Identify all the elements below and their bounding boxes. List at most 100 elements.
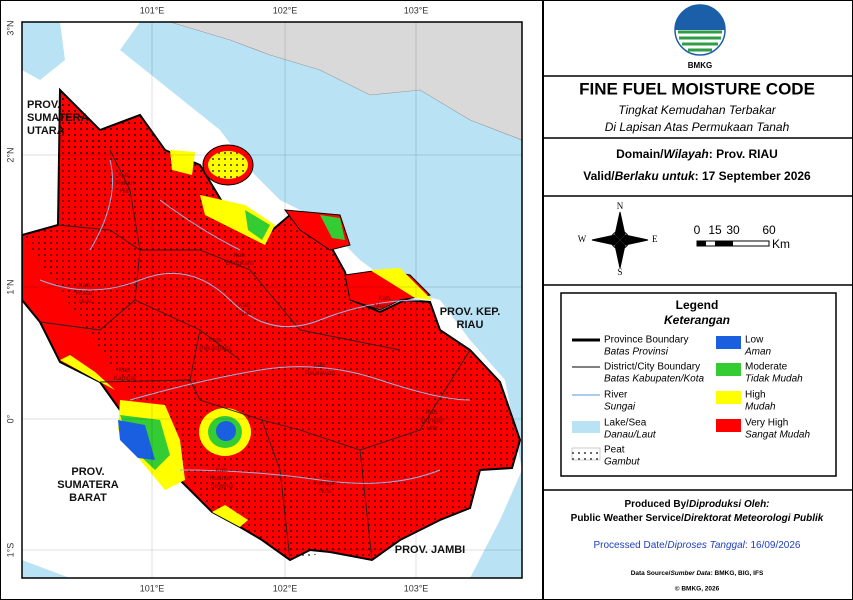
graticule bbox=[22, 22, 522, 578]
lat-label: 0° bbox=[5, 414, 15, 423]
district-label: Kab. Indragiri Hulu bbox=[313, 472, 336, 495]
lat-label: 3°N bbox=[5, 20, 15, 35]
legend-label: Very High bbox=[745, 418, 788, 429]
district-label-line: Hilir bbox=[119, 188, 131, 195]
legend-label: Peat bbox=[604, 445, 625, 456]
legend-box bbox=[560, 292, 837, 477]
province-label-line: SUMATERA bbox=[57, 479, 119, 491]
scale-tick: 60 bbox=[762, 223, 776, 237]
domain: Domain/Wilayah: Prov. RIAU bbox=[616, 147, 778, 161]
district-label: Kab. Indragiri Hilir bbox=[420, 409, 443, 432]
river bbox=[129, 366, 471, 401]
legend-swatch bbox=[716, 336, 741, 349]
river bbox=[89, 159, 113, 251]
province-label-line: UTARA bbox=[27, 125, 65, 137]
district-label: Kab. Siak bbox=[238, 302, 252, 317]
lon-label: 101°E bbox=[140, 5, 165, 15]
data-source: Data Source/Sumber Data: BMKG, BIG, IFS bbox=[631, 570, 764, 577]
compass: N E S W bbox=[578, 201, 658, 277]
province-label: PROV. SUMATERA BARAT bbox=[57, 466, 119, 504]
low-patch bbox=[118, 420, 155, 460]
district-label-line: Kab. bbox=[238, 302, 252, 309]
river bbox=[39, 272, 421, 328]
district-label: Kab. Meranti bbox=[374, 295, 396, 310]
province-label-line: PROV. bbox=[27, 99, 60, 111]
province-label: PROV. JAMBI bbox=[395, 544, 466, 556]
legend-label-id: Sangat Mudah bbox=[745, 430, 810, 441]
lon-label: 102°E bbox=[273, 583, 298, 593]
legend-label: District/City Boundary bbox=[604, 362, 700, 373]
province-label-line: PROV. bbox=[71, 466, 104, 478]
district-label: Kab. Pelalawan bbox=[305, 362, 335, 377]
district-boundary bbox=[261, 419, 291, 561]
valid-date: Valid/Berlaku untuk: 17 September 2026 bbox=[583, 169, 811, 183]
river bbox=[159, 199, 241, 251]
district-label-line: Kab. bbox=[378, 295, 392, 302]
district-label-line: Kab. bbox=[215, 467, 229, 474]
district-label: Kab. Bengkalis bbox=[226, 252, 255, 267]
compass-s: S bbox=[617, 267, 622, 277]
province-label-line: RIAU bbox=[457, 319, 484, 331]
scale-bar: 0 15 30 60 Km bbox=[694, 223, 790, 251]
district-label-line: Pekanbaru bbox=[199, 345, 231, 352]
legend-label: Lake/Sea bbox=[604, 418, 647, 429]
district-label-line: Kab. bbox=[118, 367, 132, 374]
lon-label: 103°E bbox=[404, 583, 429, 593]
district-boundary bbox=[39, 299, 136, 331]
high-patch bbox=[370, 268, 432, 300]
district-label-line: Kampar bbox=[114, 375, 138, 382]
title: FINE FUEL MOISTURE CODE bbox=[579, 79, 815, 98]
peat-area bbox=[60, 90, 230, 250]
district-label-line: Kab. bbox=[425, 409, 439, 416]
district-label: Kab. Kampar bbox=[114, 367, 138, 382]
legend-swatch bbox=[716, 363, 741, 376]
compass-n: N bbox=[617, 201, 624, 211]
compass-e: E bbox=[652, 234, 658, 244]
rivers bbox=[39, 159, 471, 484]
district-label-line: Kab. bbox=[118, 172, 132, 179]
district-label-line: Rokan bbox=[116, 180, 135, 187]
sea-south bbox=[22, 560, 70, 578]
district-boundary bbox=[359, 449, 373, 561]
subtitle: Tingkat Kemudahan Terbakar bbox=[618, 103, 777, 117]
district-label: Kota Pekanbaru bbox=[199, 337, 231, 352]
district-label-line: Hulu bbox=[78, 298, 92, 305]
legend-label: Moderate bbox=[745, 362, 788, 373]
scale-tick: 15 bbox=[708, 223, 722, 237]
legend-symbol bbox=[571, 447, 601, 461]
district-label-line: Kab. bbox=[233, 252, 247, 259]
province-label-line: SUMATERA bbox=[27, 112, 89, 124]
legend-label-id: Tidak Mudah bbox=[745, 374, 803, 385]
district-label-line: Hulu bbox=[318, 488, 332, 495]
district-label-line: Kab. bbox=[78, 282, 92, 289]
scale-tick: 30 bbox=[726, 223, 740, 237]
moderate-patch bbox=[245, 210, 270, 240]
sea-west bbox=[22, 22, 65, 80]
lat-label: 1°N bbox=[5, 279, 15, 294]
lon-label: 101°E bbox=[140, 583, 165, 593]
district-label-line: Kuantan bbox=[210, 475, 235, 482]
district-label-line: Siak bbox=[239, 310, 252, 317]
province-label: PROV. KEP. RIAU bbox=[440, 306, 501, 331]
bmkg-logo: BMKG bbox=[674, 4, 726, 70]
province-label: PROV. SUMATERA UTARA bbox=[27, 99, 89, 137]
legend-subtitle: Keterangan bbox=[664, 313, 730, 327]
lat-label: 2°N bbox=[5, 147, 15, 162]
peat-area bbox=[208, 151, 248, 179]
district-label-line: Kab. bbox=[313, 362, 327, 369]
district-label: Kab. Rokan Hulu bbox=[76, 282, 95, 305]
high-patch bbox=[212, 505, 248, 527]
lon-label: 103°E bbox=[404, 5, 429, 15]
subtitle: Di Lapisan Atas Permukaan Tanah bbox=[605, 120, 790, 134]
lon-label: 102°E bbox=[273, 5, 298, 15]
legend-label: Province Boundary bbox=[604, 335, 689, 346]
legend-label-id: Aman bbox=[744, 347, 772, 358]
legend-title: Legend bbox=[676, 298, 719, 312]
province-label-line: BARAT bbox=[69, 492, 107, 504]
